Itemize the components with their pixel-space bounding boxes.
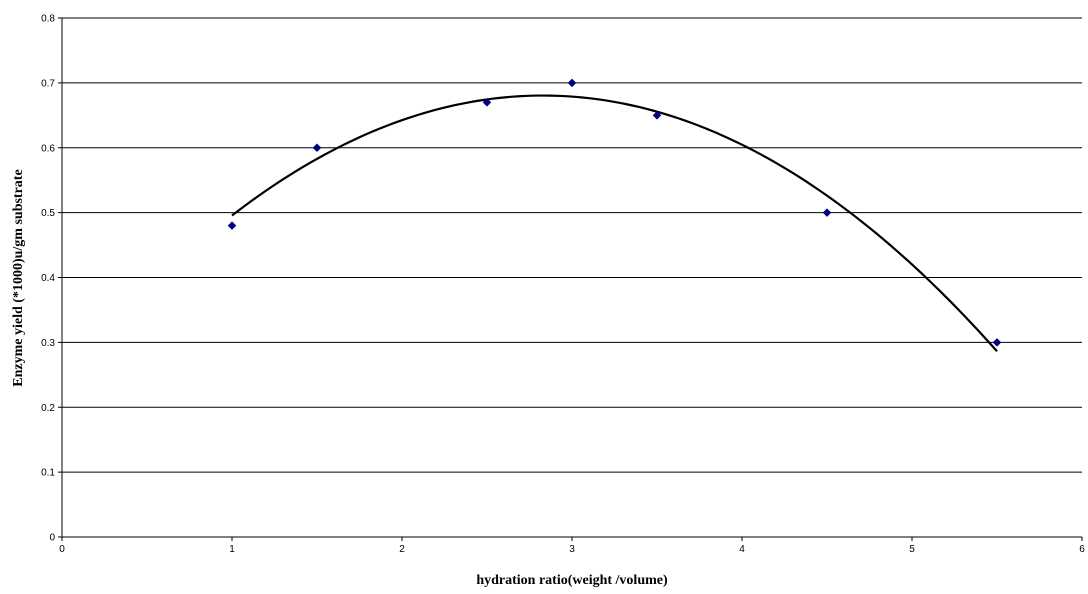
axes: [58, 17, 1083, 541]
x-axis-label: hydration ratio(weight /volume): [476, 573, 668, 588]
data-point: [312, 143, 322, 153]
y-tick-label: 0.7: [41, 78, 55, 89]
tick-labels: 0 0.1 0.2 0.3 0.4 0.5 0.6 0.7 0.8 0 1 2 3 4 5 6: [41, 14, 1085, 556]
data-point: [567, 78, 577, 88]
y-tick-label: 0.4: [41, 273, 55, 284]
y-axis-label: Enzyme yield (*1000)u/gm substrate: [11, 169, 26, 386]
trendline-layer: [231, 94, 998, 352]
x-tick-label: 5: [909, 544, 915, 555]
data-point: [822, 208, 832, 217]
data-point: [227, 221, 237, 230]
x-tick-label: 4: [739, 544, 745, 555]
x-tick-label: 6: [1079, 544, 1085, 555]
y-tick-label: 0.5: [41, 208, 55, 219]
y-tick-label: 0.3: [41, 338, 55, 349]
grid-lines: [62, 17, 1082, 473]
y-tick-label: 0.2: [41, 403, 55, 414]
trendline: [231, 94, 998, 352]
x-tick-label: 1: [229, 544, 235, 555]
y-tick-label: 0.6: [41, 143, 55, 154]
y-tick-label: 0.1: [41, 468, 55, 479]
data-point: [652, 110, 662, 120]
y-tick-label: 0: [49, 533, 55, 544]
data-point: [482, 97, 492, 107]
data-point: [992, 338, 1002, 347]
x-tick-label: 0: [59, 544, 65, 555]
y-tick-label: 0.8: [41, 14, 55, 25]
x-tick-label: 2: [399, 544, 405, 555]
x-tick-label: 3: [569, 544, 575, 555]
data-points: [227, 78, 1002, 347]
